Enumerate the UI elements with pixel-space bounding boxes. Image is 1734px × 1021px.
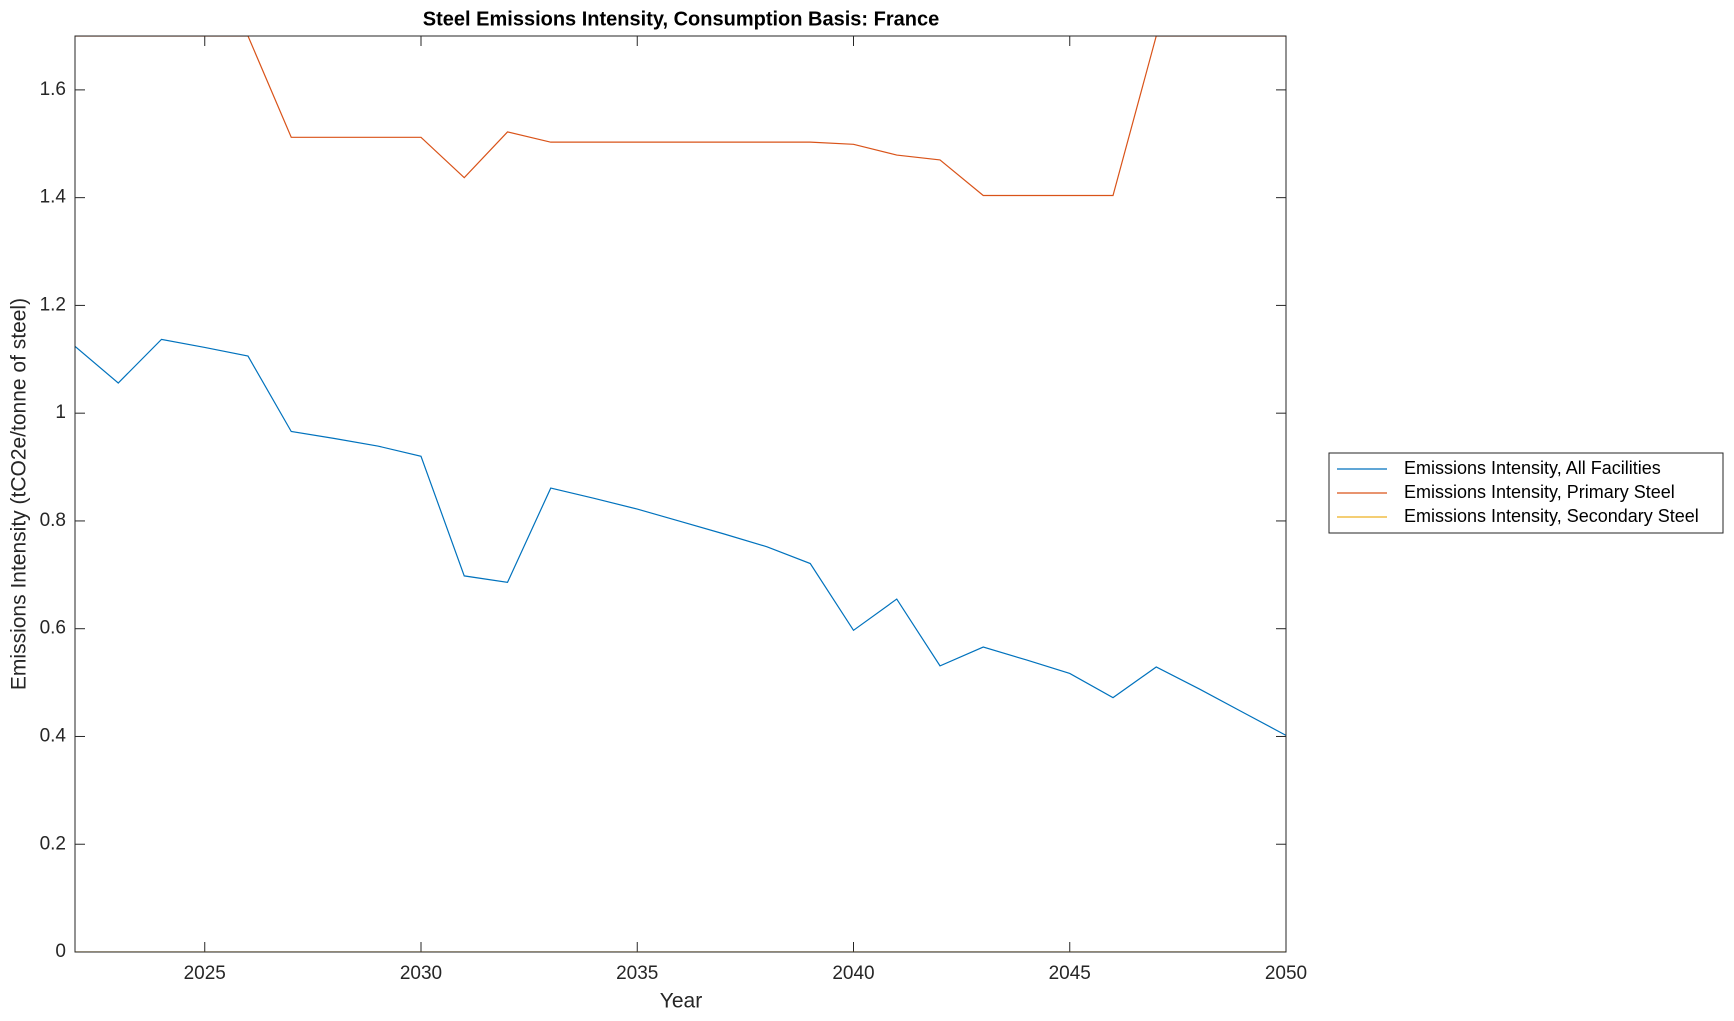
legend-box — [1328, 452, 1724, 534]
y-tick-label: 0.4 — [40, 725, 67, 746]
x-tick-label: 2040 — [832, 963, 874, 984]
series-line — [75, 338, 1286, 736]
y-tick-label: 1 — [55, 402, 66, 423]
x-axis-label: Year — [660, 990, 702, 1013]
x-tick-label: 2045 — [1049, 963, 1091, 984]
y-tick-label: 1.6 — [40, 79, 66, 100]
x-tick-label: 2050 — [1265, 963, 1307, 984]
legend-label: Emissions Intensity, All Facilities — [1404, 458, 1661, 478]
y-tick-label: 0 — [55, 941, 66, 962]
legend-label: Emissions Intensity, Primary Steel — [1404, 482, 1675, 502]
x-tick-label: 2030 — [400, 963, 442, 984]
series-line — [75, 36, 1286, 197]
y-axis-label: Emissions Intensity (tCO2e/tonne of stee… — [8, 298, 31, 690]
plot-lines — [75, 36, 1286, 952]
y-tick-label: 0.2 — [40, 833, 66, 854]
chart-title: Steel Emissions Intensity, Consumption B… — [423, 8, 939, 30]
y-tick-label: 0.6 — [40, 618, 66, 639]
y-tick-label: 0.8 — [40, 510, 66, 531]
x-tick-label: 2035 — [616, 963, 658, 984]
axes-box — [74, 35, 1287, 953]
x-tick-label: 2025 — [184, 963, 226, 984]
legend-label: Emissions Intensity, Secondary Steel — [1404, 506, 1699, 526]
y-tick-label: 1.2 — [40, 294, 66, 315]
plot-area — [75, 36, 1286, 952]
y-tick-label: 1.4 — [40, 187, 67, 208]
